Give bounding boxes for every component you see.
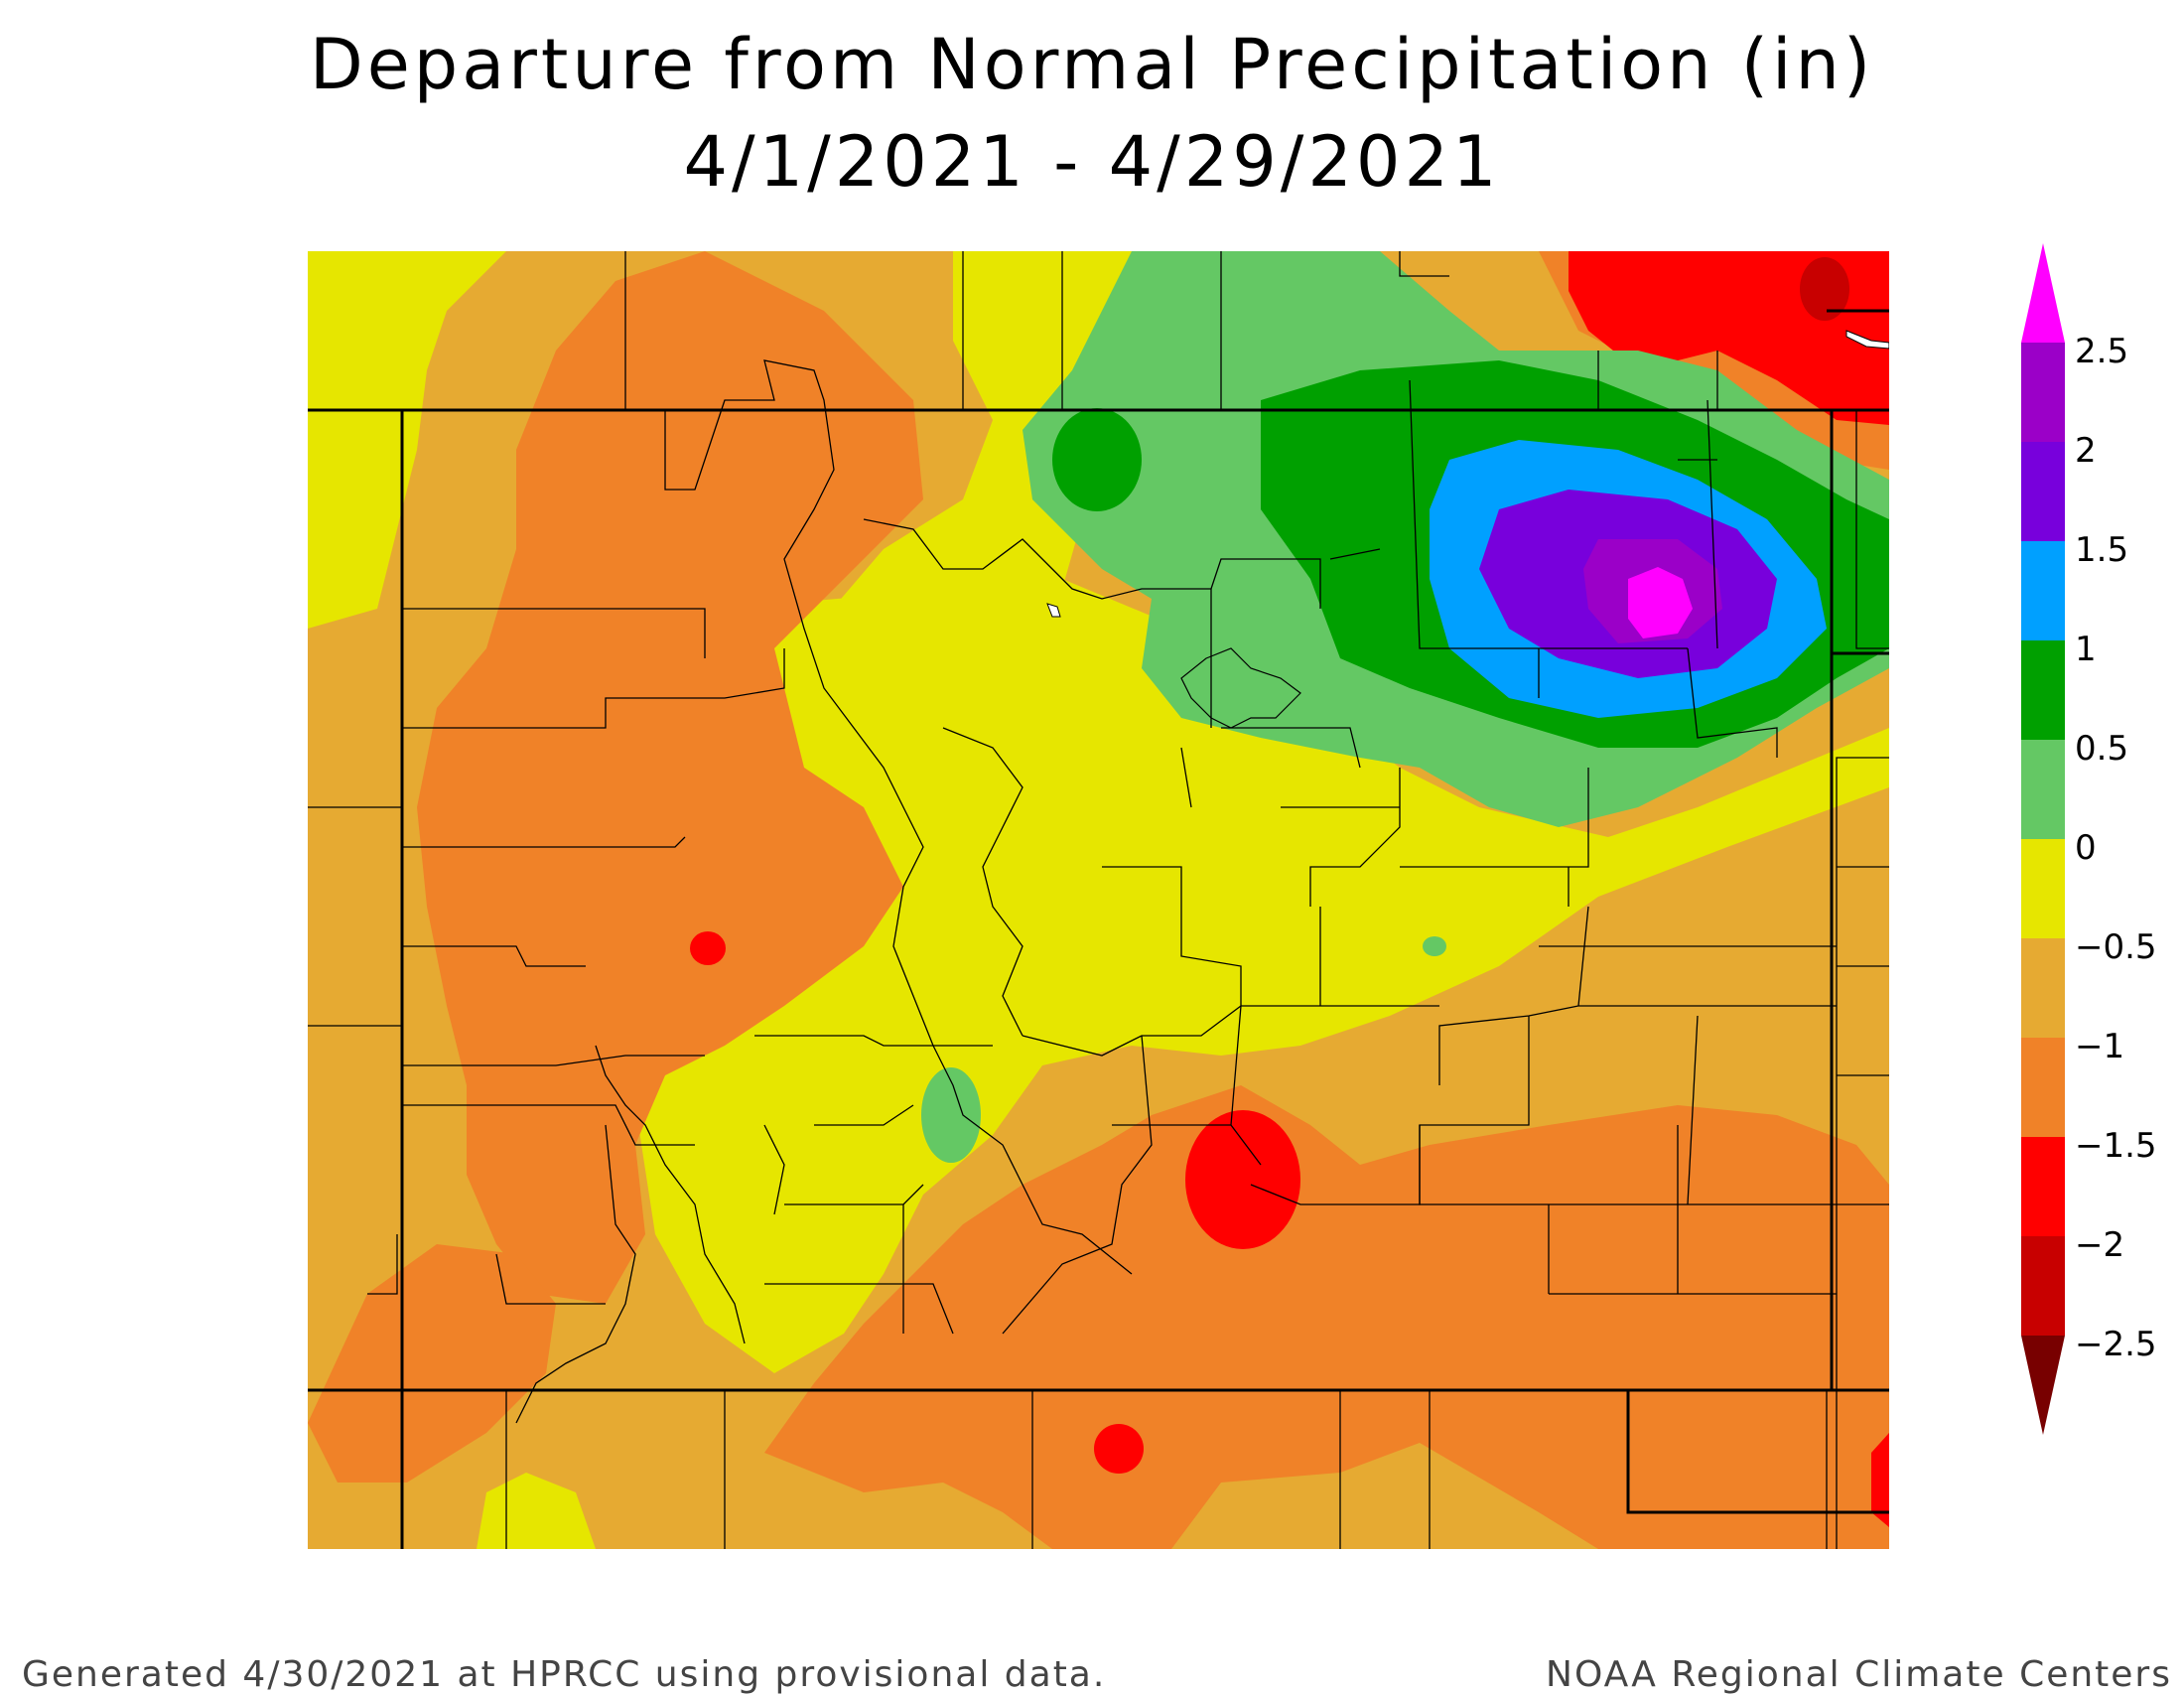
zone-orange-nw	[417, 251, 923, 1304]
legend-swatch	[2021, 938, 2065, 1038]
map-title: Departure from Normal Precipitation (in)	[309, 24, 1875, 105]
legend-swatch	[2021, 1038, 2065, 1137]
color-legend	[2021, 243, 2065, 1435]
legend-label: 2	[2075, 431, 2097, 471]
lake-1	[1046, 603, 1061, 618]
zone-green-nw	[1052, 408, 1142, 511]
legend-swatch	[2021, 243, 2065, 343]
legend-label: 2.5	[2075, 332, 2129, 371]
legend-swatch	[2021, 442, 2065, 541]
legend-label: 0	[2075, 828, 2097, 868]
metro-outline	[1180, 647, 1301, 729]
county-lines	[308, 251, 1889, 1549]
legend-label: −1.5	[2075, 1126, 2157, 1166]
zone-orange-sw	[308, 1244, 556, 1483]
zone-red-south-2	[1094, 1424, 1144, 1474]
legend-swatch	[2021, 1336, 2065, 1435]
legend-label: 0.5	[2075, 729, 2129, 769]
zone-orange-south	[764, 1085, 1889, 1549]
zone-red-west	[690, 931, 726, 965]
legend-label: 1.5	[2075, 530, 2129, 570]
zone-lightgreen-small	[1423, 936, 1446, 956]
legend-label: 1	[2075, 630, 2097, 669]
legend-swatch	[2021, 541, 2065, 640]
legend-swatch	[2021, 343, 2065, 442]
zone-red-south-1	[1185, 1110, 1300, 1249]
footer-generated-note: Generated 4/30/2021 at HPRCC using provi…	[22, 1654, 1107, 1695]
legend-swatch	[2021, 1236, 2065, 1336]
footer-source: NOAA Regional Climate Centers	[1546, 1654, 2172, 1695]
legend-label: −0.5	[2075, 927, 2157, 967]
legend-label: −2.5	[2075, 1325, 2157, 1364]
lake-2	[1845, 330, 1889, 350]
zone-darkred-ne	[1800, 257, 1849, 321]
legend-label: −2	[2075, 1225, 2125, 1265]
legend-swatch	[2021, 640, 2065, 740]
legend-swatch	[2021, 740, 2065, 839]
zone-lightgreen-central	[921, 1067, 981, 1163]
zone-red-se	[1871, 1433, 1889, 1527]
legend-swatch	[2021, 1137, 2065, 1236]
zone-yellow-nw	[308, 251, 506, 629]
state-borders	[308, 309, 1889, 1549]
legend-swatch	[2021, 839, 2065, 938]
zone-magenta	[1628, 567, 1693, 638]
zone-yellow-central	[635, 579, 1889, 1373]
precipitation-departure-map	[308, 251, 1889, 1549]
legend-label: −1	[2075, 1027, 2125, 1066]
map-date-range: 4/1/2021 - 4/29/2021	[683, 121, 1501, 203]
